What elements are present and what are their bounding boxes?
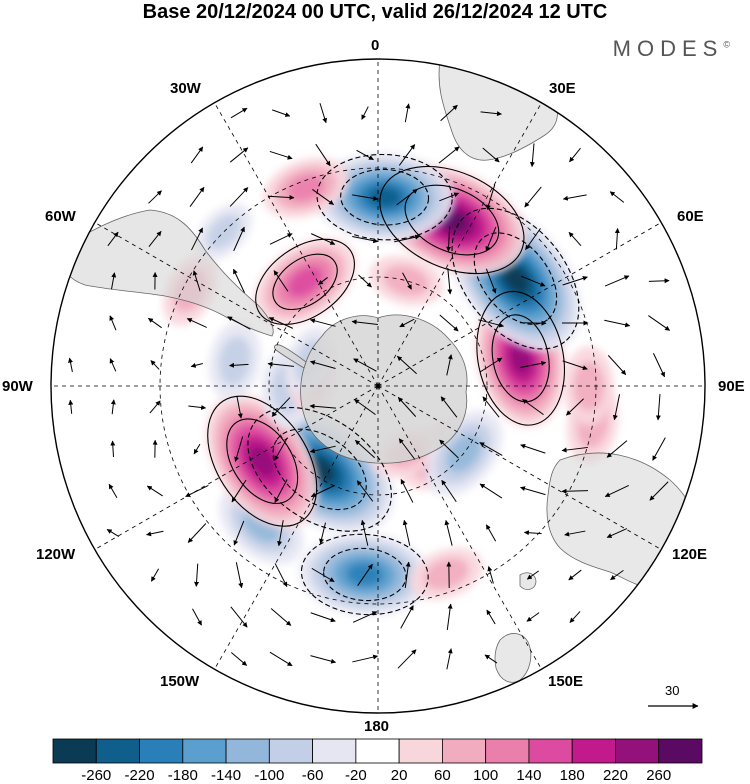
colorbar-tick-label: -220 (125, 767, 155, 784)
vector-scale-label: 30 (665, 683, 679, 698)
colorbar-swatch (572, 739, 615, 763)
colorbar-swatch (529, 739, 572, 763)
antarctica-landmass (301, 315, 467, 463)
colorbar-tick-label: 180 (560, 767, 585, 784)
colorbar-tick-label: -60 (302, 767, 324, 784)
colorbar-swatch (183, 739, 226, 763)
colorbar (53, 739, 702, 763)
colorbar-swatch (486, 739, 529, 763)
lon-label-0: 0 (371, 37, 379, 54)
lon-label-120e: 120E (672, 546, 707, 563)
colorbar-tick-label: 20 (391, 767, 408, 784)
colorbar-swatch (140, 739, 183, 763)
lon-label-150e: 150E (548, 673, 583, 690)
tasmania-landmass (520, 573, 536, 590)
colorbar-swatch (356, 739, 399, 763)
colorbar-tick-label: -260 (81, 767, 111, 784)
colorbar-swatch (96, 739, 139, 763)
colorbar-swatch (399, 739, 442, 763)
colorbar-swatch (313, 739, 356, 763)
lon-label-30w: 30W (170, 80, 201, 97)
lon-label-180: 180 (364, 718, 389, 735)
lon-label-90e: 90E (718, 378, 745, 395)
colorbar-tick-label: -180 (168, 767, 198, 784)
colorbar-swatch (659, 739, 702, 763)
colorbar-tick-label: 220 (603, 767, 628, 784)
wind-arrow (520, 323, 546, 324)
lon-label-120w: 120W (36, 546, 75, 563)
colorbar-tick-label: -140 (211, 767, 241, 784)
lon-label-60w: 60W (45, 208, 76, 225)
south-pole-marker (376, 384, 381, 389)
colorbar-labels: -260 -220 -180 -140 -100 -60 -20 20 60 1… (0, 767, 750, 783)
lon-label-150w: 150W (160, 673, 199, 690)
colorbar-swatch (269, 739, 312, 763)
colorbar-tick-label: -20 (345, 767, 367, 784)
colorbar-tick-label: 60 (434, 767, 451, 784)
lon-label-30e: 30E (549, 80, 576, 97)
colorbar-swatch (53, 739, 96, 763)
colorbar-tick-label: 140 (516, 767, 541, 784)
colorbar-swatch (226, 739, 269, 763)
colorbar-tick-label: -100 (254, 767, 284, 784)
colorbar-tick-label: 100 (473, 767, 498, 784)
colorbar-tick-label: 260 (646, 767, 671, 784)
lon-label-60e: 60E (677, 208, 704, 225)
colorbar-swatch (442, 739, 485, 763)
lon-label-90w: 90W (2, 378, 33, 395)
colorbar-swatch (615, 739, 658, 763)
